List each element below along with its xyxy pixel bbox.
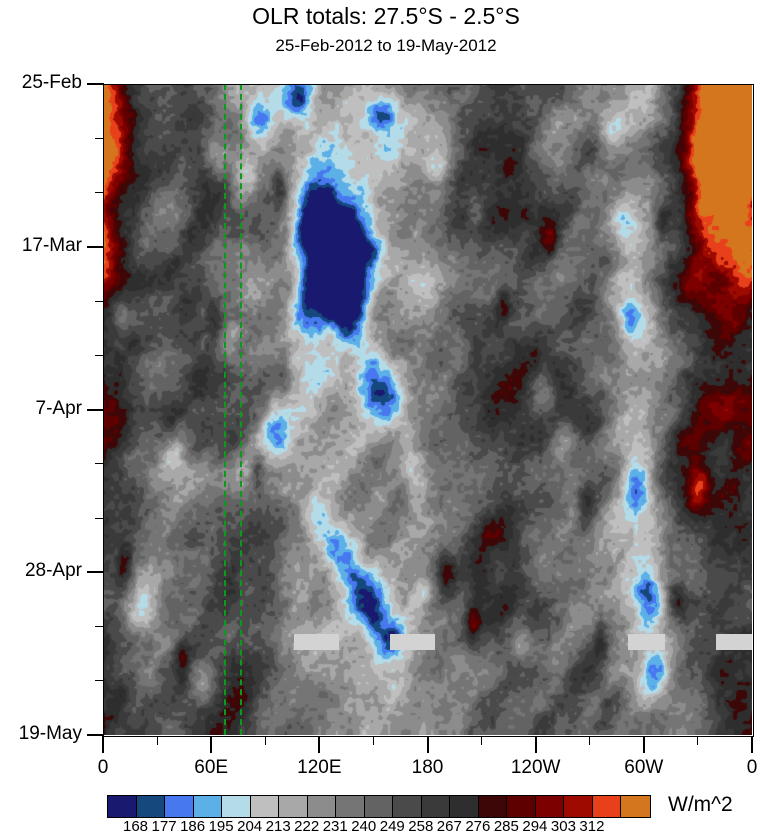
colorbar-tick-label: 195: [208, 818, 234, 835]
x-axis-tick-label: 120E: [297, 757, 342, 778]
y-axis-minor-tick: [95, 354, 104, 356]
x-axis-tick-label: 0: [746, 757, 758, 778]
y-axis-tick-label: 7-Apr: [35, 397, 82, 419]
y-axis-major-tick: [87, 734, 104, 736]
colorbar-cell: [279, 796, 308, 817]
missing-data-bar: [627, 634, 666, 650]
colorbar-tick-label: 285: [493, 818, 519, 835]
colorbar-cell: [193, 796, 223, 817]
colorbar: [107, 795, 651, 818]
y-axis-major-tick: [87, 245, 104, 248]
colorbar-tick-label: 240: [351, 818, 377, 835]
colorbar-tick-label: 204: [237, 818, 263, 835]
colorbar-cell: [535, 796, 565, 817]
colorbar-tick-label: 249: [379, 818, 405, 835]
missing-data-bar: [294, 634, 340, 650]
x-axis-minor-tick: [589, 736, 591, 745]
x-axis-minor-tick: [481, 736, 483, 745]
y-axis-minor-tick: [95, 137, 104, 139]
colorbar-cell: [250, 796, 280, 817]
x-axis-tick-label: 60W: [624, 757, 664, 778]
y-axis-major-tick: [87, 408, 104, 411]
y-axis-tick-label: 25-Feb: [21, 72, 82, 93]
x-axis-minor-tick: [264, 736, 266, 745]
colorbar-cell: [450, 796, 479, 817]
y-axis-tick-label: 17-Mar: [21, 234, 82, 256]
colorbar-cell: [222, 796, 251, 817]
colorbar-tick-labels: 168 177 186 195 204 213 222 231 240 249 258 267 276 2…: [107, 818, 649, 836]
y-axis-minor-tick: [95, 517, 104, 519]
x-axis-major-tick: [210, 736, 213, 753]
x-axis-major-tick: [751, 736, 753, 753]
missing-data-bar: [389, 634, 435, 650]
green-dashed-line-east: [240, 84, 242, 735]
colorbar-cell: [165, 796, 194, 817]
colorbar-tick-label: 258: [408, 818, 434, 835]
y-axis-major-tick: [87, 83, 104, 85]
x-axis-tick-label: 120W: [510, 757, 561, 778]
colorbar-cell: [364, 796, 394, 817]
colorbar-cell: [621, 796, 650, 817]
x-axis-major-tick: [642, 736, 645, 753]
hovmoller-plot-area: [103, 84, 752, 735]
x-axis-minor-tick: [372, 736, 374, 745]
figure-subtitle: 25-Feb-2012 to 19-May-2012: [275, 36, 497, 55]
colorbar-tick-label: 276: [465, 818, 491, 835]
colorbar-tick-label: 231: [322, 818, 348, 835]
x-axis-major-tick: [426, 736, 429, 753]
y-axis-minor-tick: [95, 680, 104, 682]
green-dashed-line-west: [223, 84, 226, 735]
page-title: OLR totals: 27.5°S - 2.5°S: [252, 3, 520, 29]
colorbar-tick-label: 312: [579, 818, 605, 835]
colorbar-units-label: W/m^2: [668, 793, 733, 816]
missing-data-bar: [715, 634, 752, 650]
olr-heatmap-canvas: [103, 84, 752, 735]
y-axis-major-tick: [87, 571, 104, 574]
colorbar-cell: [136, 796, 166, 817]
colorbar-cell: [336, 796, 365, 817]
colorbar-tick-label: 294: [522, 818, 548, 835]
y-axis-minor-tick: [95, 192, 104, 193]
colorbar-cell: [478, 796, 508, 817]
y-axis-minor-tick: [95, 300, 104, 302]
y-axis-minor-tick: [95, 463, 104, 465]
x-axis-minor-tick: [156, 736, 158, 745]
colorbar-cell: [421, 796, 451, 817]
colorbar-tick-label: 177: [151, 818, 177, 835]
colorbar-tick-label: 168: [123, 818, 149, 835]
colorbar-tick-label: 303: [550, 818, 576, 835]
colorbar-cell: [393, 796, 422, 817]
colorbar-cell: [108, 796, 137, 817]
colorbar-cell: [507, 796, 536, 817]
colorbar-cell: [564, 796, 593, 817]
x-axis-major-tick: [534, 736, 537, 753]
colorbar-tick-label: 222: [294, 818, 320, 835]
y-axis-minor-tick: [95, 626, 104, 627]
x-axis-major-tick: [102, 736, 104, 753]
x-axis-major-tick: [318, 736, 321, 753]
x-axis-tick-label: 60E: [194, 757, 229, 778]
y-axis-tick-label: 19-May: [18, 723, 82, 744]
colorbar-cell: [592, 796, 622, 817]
x-axis-tick-label: 0: [97, 757, 109, 778]
colorbar-tick-label: 213: [265, 818, 291, 835]
colorbar-tick-label: 186: [180, 818, 206, 835]
y-axis-tick-label: 28-Apr: [24, 560, 82, 582]
x-axis-tick-label: 180: [411, 757, 444, 778]
x-axis-minor-tick: [697, 736, 699, 745]
colorbar-tick-label: 267: [436, 818, 462, 835]
colorbar-cell: [307, 796, 337, 817]
